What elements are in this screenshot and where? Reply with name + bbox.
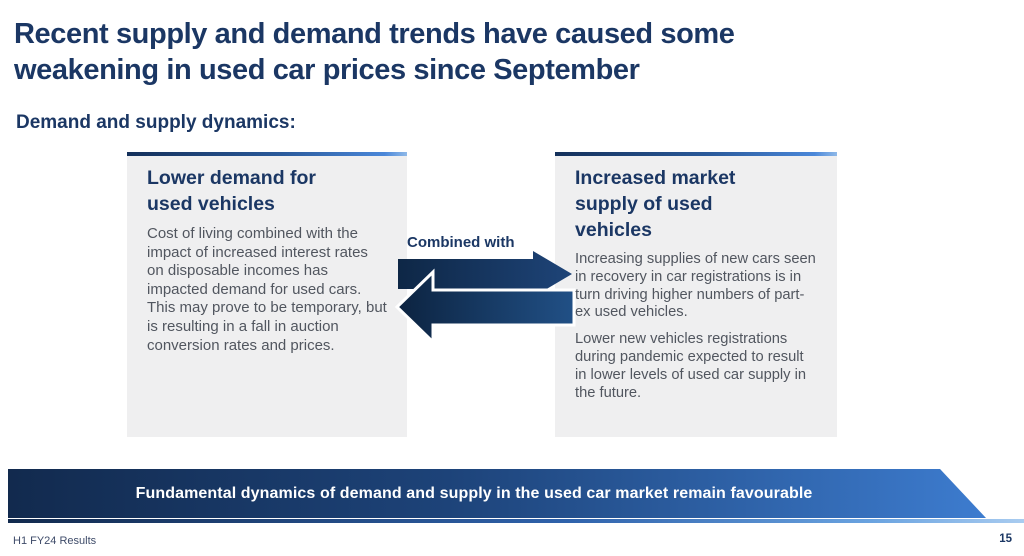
supply-box-paragraph-2: Lower new vehicles registrations during … — [575, 331, 807, 401]
demand-box-heading: Lower demand for used vehicles — [147, 167, 317, 215]
demand-box: Lower demand for used vehicles Cost of l… — [127, 152, 407, 437]
combined-with-label: Combined with — [407, 234, 515, 251]
supply-box-content: Increased market supply of used vehicles… — [555, 152, 837, 412]
double-arrow-graphic — [394, 251, 576, 346]
key-message-text: Fundamental dynamics of demand and suppl… — [135, 484, 813, 502]
page-number: 15 — [999, 533, 1012, 545]
demand-box-body: Cost of living combined with the impact … — [147, 225, 387, 354]
page-title-line2: weakening in used car prices since Septe… — [14, 54, 640, 86]
combined-with-connector: Combined with — [393, 230, 581, 348]
arrow-left-icon — [394, 268, 576, 346]
demand-box-accent-bar — [127, 152, 407, 156]
supply-box-paragraph-1: Increasing supplies of new cars seen in … — [575, 251, 816, 321]
footer-report-label: H1 FY24 Results — [13, 535, 97, 547]
banner-underline — [8, 519, 1024, 523]
page-title-line1: Recent supply and demand trends have cau… — [14, 18, 735, 50]
section-subtitle: Demand and supply dynamics: — [16, 112, 296, 133]
key-message-banner: Fundamental dynamics of demand and suppl… — [8, 469, 986, 518]
arrow-right-icon — [398, 251, 572, 297]
supply-box-accent-bar — [555, 152, 837, 156]
supply-box-heading: Increased market supply of used vehicles — [575, 167, 736, 241]
demand-box-content: Lower demand for used vehicles Cost of l… — [127, 152, 407, 365]
page-title: Recent supply and demand trends have cau… — [14, 16, 1004, 88]
supply-box: Increased market supply of used vehicles… — [555, 152, 837, 437]
